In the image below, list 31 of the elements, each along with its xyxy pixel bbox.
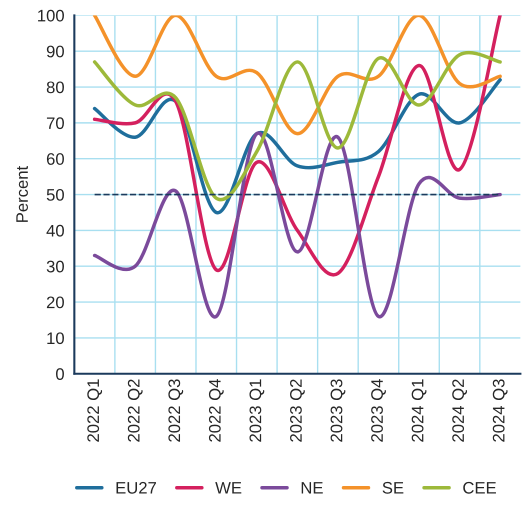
- legend-label: CEE: [463, 482, 496, 494]
- y-tick-label: 60: [46, 153, 64, 165]
- y-tick-label: 20: [46, 296, 64, 308]
- x-tick-label: 2022 Q4: [208, 379, 224, 442]
- legend-label: NE: [302, 482, 323, 494]
- x-tick-label: 2022 Q3: [168, 379, 184, 442]
- y-tick-label: 50: [46, 188, 64, 201]
- x-tick-label: 2024 Q2: [452, 379, 468, 442]
- x-tick-label: 2023 Q3: [330, 379, 346, 442]
- y-tick-label: 80: [46, 81, 64, 94]
- legend-label: SE: [382, 482, 404, 494]
- x-tick-label: 2024 Q3: [492, 379, 508, 442]
- y-tick-label: 30: [46, 260, 64, 272]
- x-tick-label: 2023 Q1: [249, 379, 264, 442]
- x-tick-label: 2022 Q1: [87, 379, 102, 442]
- y-tick-label: 100: [38, 10, 64, 22]
- line-series: [92, 15, 502, 136]
- x-tick-label: 2023 Q4: [371, 379, 386, 442]
- legend-label: WE: [215, 482, 242, 494]
- y-tick-label: 90: [46, 46, 64, 58]
- line-series: [92, 15, 502, 276]
- y-tick-label: 0: [56, 368, 64, 380]
- legend-label: EU27: [116, 482, 156, 494]
- x-tick-label: 2022 Q2: [128, 379, 143, 442]
- y-axis-title: Percent: [16, 166, 28, 222]
- y-tick-label: 40: [46, 224, 64, 237]
- y-tick-label: 10: [47, 332, 64, 344]
- x-tick-label: 2023 Q2: [290, 379, 305, 442]
- line-series: [92, 132, 502, 318]
- x-tick-label: 2024 Q1: [412, 379, 426, 442]
- y-tick-label: 70: [46, 117, 64, 130]
